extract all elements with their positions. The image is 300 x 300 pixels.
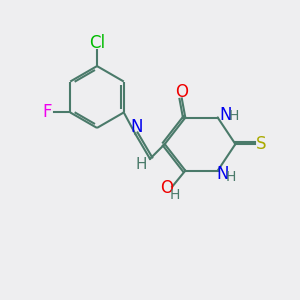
Text: H: H (135, 157, 147, 172)
Text: S: S (256, 135, 266, 153)
Text: O: O (175, 83, 188, 101)
Text: H: H (226, 170, 236, 184)
Text: Cl: Cl (89, 34, 105, 52)
Text: O: O (160, 179, 173, 197)
Text: N: N (220, 106, 232, 124)
Text: F: F (43, 103, 52, 122)
Text: N: N (217, 165, 229, 183)
Text: N: N (130, 118, 143, 136)
Text: H: H (169, 188, 180, 202)
Text: H: H (229, 109, 239, 123)
